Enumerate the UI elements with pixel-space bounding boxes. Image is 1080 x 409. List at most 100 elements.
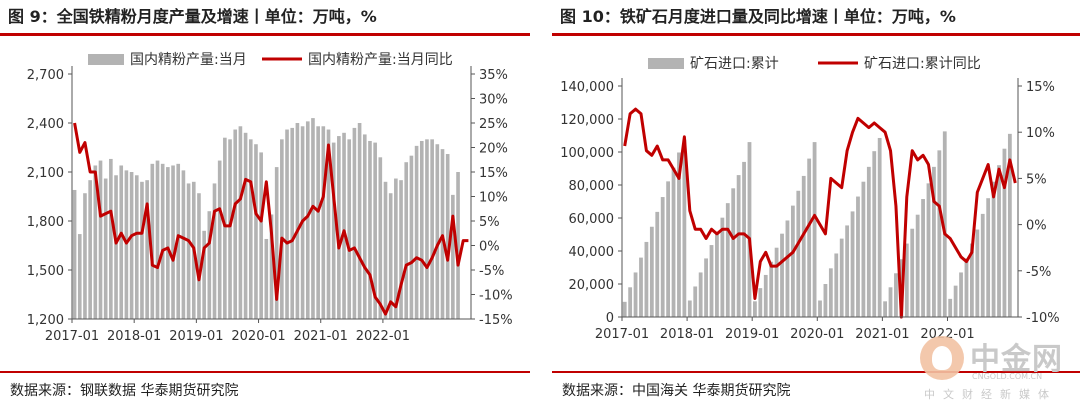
line-series: [73, 122, 469, 316]
bar: [456, 172, 460, 319]
y-right-tick-label: -15%: [479, 313, 513, 328]
y-left-tick-label: 2,400: [27, 117, 64, 132]
line-series: [623, 107, 1017, 319]
watermark-url: CNGOLD.COM.CN: [972, 372, 1043, 381]
bar: [774, 247, 779, 317]
bar: [671, 167, 676, 317]
bar: [295, 123, 300, 319]
y-right-tick-label: -5%: [1026, 265, 1051, 280]
bar: [828, 268, 833, 317]
x-tick-label: 2018-01: [660, 327, 714, 342]
bar: [807, 158, 812, 317]
bar: [942, 131, 947, 318]
bar: [780, 233, 784, 317]
x-tick-label: 2020-01: [231, 329, 285, 344]
bar: [285, 129, 289, 319]
y-left-tick-label: 0: [606, 311, 614, 326]
bar: [119, 165, 124, 319]
bar: [763, 274, 768, 317]
bar: [997, 165, 1001, 317]
bar: [904, 243, 909, 317]
bar: [769, 261, 774, 317]
bar: [725, 203, 730, 317]
bar: [932, 166, 936, 317]
y-right-tick-label: 5%: [479, 215, 500, 230]
bar: [238, 126, 243, 320]
x-tick-label: 2020-01: [790, 327, 844, 342]
y-right-tick-label: 5%: [1026, 172, 1047, 187]
imports-chart: 0 20,000 40,000 60,000 80,000 100,000 120,000 1…: [560, 56, 1059, 342]
bar: [720, 217, 725, 317]
bar: [77, 234, 82, 319]
bar: [435, 144, 440, 319]
y-left-tick-label: 1,800: [27, 215, 64, 230]
bar: [83, 193, 87, 319]
bar: [801, 175, 806, 317]
bar: [171, 165, 175, 319]
bar: [682, 139, 687, 318]
watermark-name: 中金网: [970, 342, 1063, 377]
bar: [98, 160, 103, 319]
y-right-tick-label: 15%: [1026, 80, 1055, 95]
legend-label-bar: 国内精粉产量:当月: [130, 52, 247, 68]
legend-label-bar: 矿石进口:累计: [690, 56, 779, 72]
bar: [109, 158, 113, 319]
y-left-tick-label: 80,000: [569, 179, 615, 194]
watermark-icon: [920, 336, 964, 380]
data-source: 数据来源：钢联数据 华泰期货研究院: [10, 383, 239, 399]
y-left-tick-label: 2,700: [27, 68, 64, 83]
y-left-tick-label: 20,000: [569, 278, 615, 293]
bar: [964, 258, 969, 317]
bar: [368, 140, 372, 319]
x-tick-label: 2018-01: [107, 329, 161, 344]
bar: [425, 139, 429, 319]
y-right-tick-label: -10%: [479, 289, 513, 304]
bar: [736, 175, 741, 317]
bar: [812, 142, 817, 317]
watermark-slogan: 中文财经新媒体: [924, 388, 1057, 401]
bar: [649, 226, 654, 317]
chart-title: 图 10：铁矿石月度进口量及同比增速丨单位：万吨，%: [560, 7, 956, 26]
bar: [394, 178, 398, 319]
y-left-tick-label: 120,000: [560, 113, 614, 128]
bar: [357, 123, 362, 319]
bar: [404, 162, 409, 319]
bar: [326, 129, 331, 319]
legend: 矿石进口:累计 矿石进口:累计同比: [648, 56, 981, 72]
bar: [872, 151, 877, 317]
bar: [93, 165, 98, 319]
bar: [72, 189, 77, 319]
bar: [980, 213, 985, 318]
bar: [850, 211, 855, 317]
bar: [921, 199, 925, 317]
y-right-tick-label: 30%: [479, 93, 508, 108]
bar: [160, 163, 165, 319]
bar: [888, 287, 893, 317]
bar: [883, 301, 887, 317]
bar: [331, 142, 336, 319]
bar: [352, 127, 357, 320]
bar: [114, 175, 118, 319]
bar: [197, 193, 201, 319]
bar: [248, 139, 253, 319]
bar: [243, 132, 248, 319]
bar: [633, 272, 638, 317]
bar: [233, 129, 238, 319]
bar: [991, 181, 996, 317]
y-right-tick-label: 15%: [479, 166, 508, 181]
x-tick-label: 2022-01: [356, 329, 410, 344]
bar: [845, 225, 850, 317]
bar: [1002, 148, 1007, 317]
bar: [383, 181, 388, 319]
x-tick-label: 2021-01: [294, 329, 348, 344]
bar: [124, 170, 129, 319]
bar-series: [622, 131, 1012, 318]
bar: [969, 243, 974, 317]
title-rule: [552, 33, 1080, 36]
bar: [337, 136, 341, 319]
bar: [451, 194, 455, 319]
bar: [834, 253, 839, 317]
bar: [687, 300, 692, 317]
bar: [103, 178, 108, 319]
source-rule: [0, 371, 530, 373]
